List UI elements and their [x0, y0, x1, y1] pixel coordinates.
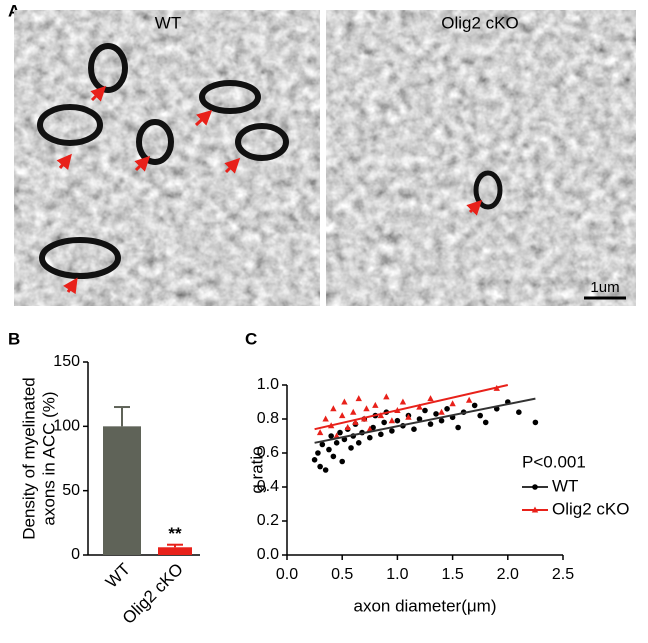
point — [438, 417, 445, 424]
point — [477, 412, 484, 419]
y-tick-label: 0.0 — [257, 546, 279, 563]
bar — [103, 426, 141, 555]
point — [416, 403, 423, 410]
y-tick-label: 0.2 — [257, 512, 279, 529]
scale-bar-label: 1um — [590, 279, 619, 296]
point — [370, 424, 376, 431]
y-tick-label: 0.6 — [257, 444, 279, 461]
x-tick-label: 0.0 — [276, 566, 298, 583]
point — [344, 424, 351, 430]
point — [416, 416, 423, 422]
point — [389, 428, 395, 434]
point — [341, 398, 348, 405]
em-image-wt — [14, 10, 320, 306]
x-tick-label: 0.5 — [331, 566, 353, 583]
x-tick-label: 1.5 — [441, 566, 463, 583]
point — [322, 467, 329, 473]
point — [399, 398, 407, 405]
legend-marker — [532, 484, 538, 490]
point — [471, 402, 478, 409]
point — [482, 419, 489, 426]
point — [367, 434, 373, 441]
point — [438, 408, 445, 415]
y-axis-label: Density of myelinated — [19, 377, 38, 540]
legend-label: WT — [552, 476, 578, 495]
annotation: P<0.001 — [522, 452, 586, 471]
point — [330, 405, 337, 412]
point — [350, 408, 357, 415]
point — [337, 429, 343, 436]
point — [465, 396, 473, 403]
x-tick-label: 2.0 — [497, 566, 519, 583]
point — [348, 445, 354, 451]
point — [383, 393, 390, 400]
point — [433, 411, 439, 417]
panel-label: C — [245, 329, 257, 348]
y-tick-label: 0 — [71, 546, 80, 563]
point — [326, 446, 332, 453]
fit-line — [314, 397, 536, 444]
point — [311, 457, 318, 463]
point — [444, 406, 450, 412]
point — [378, 431, 384, 438]
point — [352, 418, 359, 425]
panel-label: B — [8, 329, 20, 348]
point — [328, 433, 334, 439]
y-tick-label: 50 — [62, 482, 80, 499]
legend-marker — [531, 506, 539, 513]
bar — [158, 547, 192, 555]
y-tick-label: 100 — [53, 418, 80, 435]
point — [330, 453, 337, 460]
em-image-cko — [326, 10, 636, 306]
point — [405, 413, 412, 420]
image-title: WT — [155, 13, 181, 32]
point — [449, 400, 456, 407]
point — [411, 426, 417, 433]
point — [372, 401, 379, 408]
point — [422, 407, 428, 414]
point — [319, 441, 326, 448]
point — [532, 419, 539, 426]
point — [516, 409, 522, 416]
y-axis-label: axons in ACC (%) — [39, 391, 58, 525]
point — [363, 405, 370, 412]
x-tick-label: 1.0 — [386, 566, 408, 583]
x-tick-label: WT — [102, 560, 134, 592]
point — [427, 395, 434, 402]
point — [333, 432, 340, 439]
point — [322, 415, 329, 422]
point — [394, 417, 401, 424]
point — [355, 440, 362, 446]
y-axis-label: g ratio — [247, 446, 266, 493]
point — [366, 425, 373, 432]
image-title: Olig2 cKO — [441, 13, 518, 32]
y-tick-label: 1.0 — [257, 376, 279, 393]
y-tick-label: 150 — [53, 353, 80, 370]
y-tick-label: 0.4 — [257, 478, 279, 495]
point — [377, 412, 385, 419]
point — [388, 417, 396, 424]
fit-line — [314, 384, 509, 431]
point — [381, 419, 387, 426]
significance: ** — [168, 524, 182, 543]
point — [317, 463, 323, 470]
legend-label: Olig2 cKO — [552, 499, 629, 518]
point — [333, 440, 340, 446]
point — [455, 424, 461, 431]
y-tick-label: 0.8 — [257, 410, 279, 427]
point — [427, 421, 434, 427]
point — [315, 450, 321, 456]
point — [355, 395, 362, 402]
x-tick-label: 2.5 — [552, 566, 574, 583]
point — [339, 458, 346, 465]
point — [316, 429, 324, 436]
x-axis-label: axon diameter(μm) — [353, 596, 496, 615]
point — [339, 412, 346, 419]
